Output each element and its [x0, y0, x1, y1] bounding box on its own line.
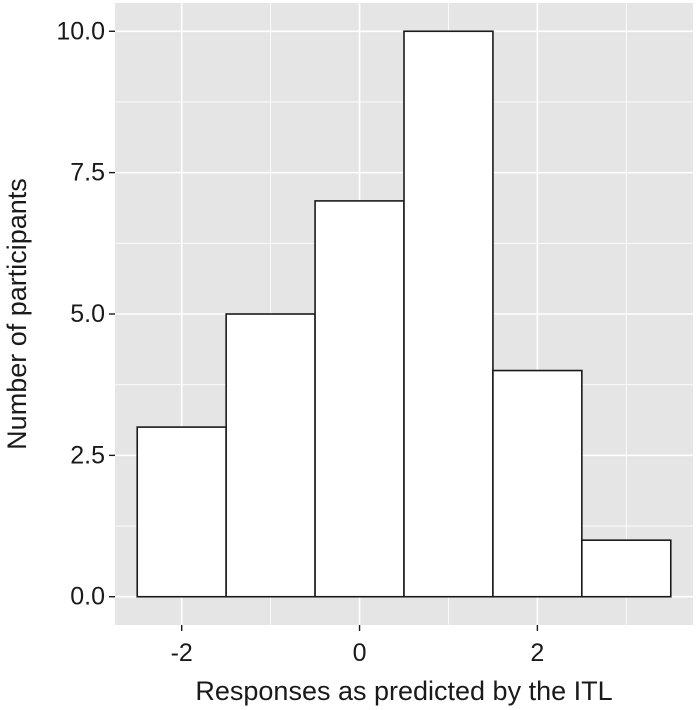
histogram-bar — [225, 313, 316, 598]
y-tick-label: 5.0 — [70, 300, 105, 328]
x-axis-title: Responses as predicted by the ITL — [195, 676, 612, 706]
histogram-bar — [136, 426, 227, 598]
histogram-bar — [581, 539, 672, 598]
y-tick-label: 7.5 — [70, 159, 105, 187]
y-tick-label: 2.5 — [70, 441, 105, 469]
histogram-bar — [314, 200, 405, 598]
y-axis-title: Number of participants — [2, 178, 32, 450]
y-axis-tick-labels: 0.0 2.5 5.0 7.5 10.0 — [56, 17, 105, 610]
x-tick-label: -2 — [171, 639, 193, 667]
axis-ticks — [109, 30, 539, 631]
x-axis-tick-labels: -2 0 2 — [171, 639, 545, 667]
y-tick-label: 0.0 — [70, 583, 105, 611]
histogram-bar — [403, 30, 494, 598]
histogram-bars — [136, 30, 672, 598]
y-tick-label: 10.0 — [56, 17, 105, 45]
histogram-bar — [492, 369, 583, 598]
x-tick-label: 2 — [530, 639, 544, 667]
x-tick-label: 0 — [353, 639, 367, 667]
